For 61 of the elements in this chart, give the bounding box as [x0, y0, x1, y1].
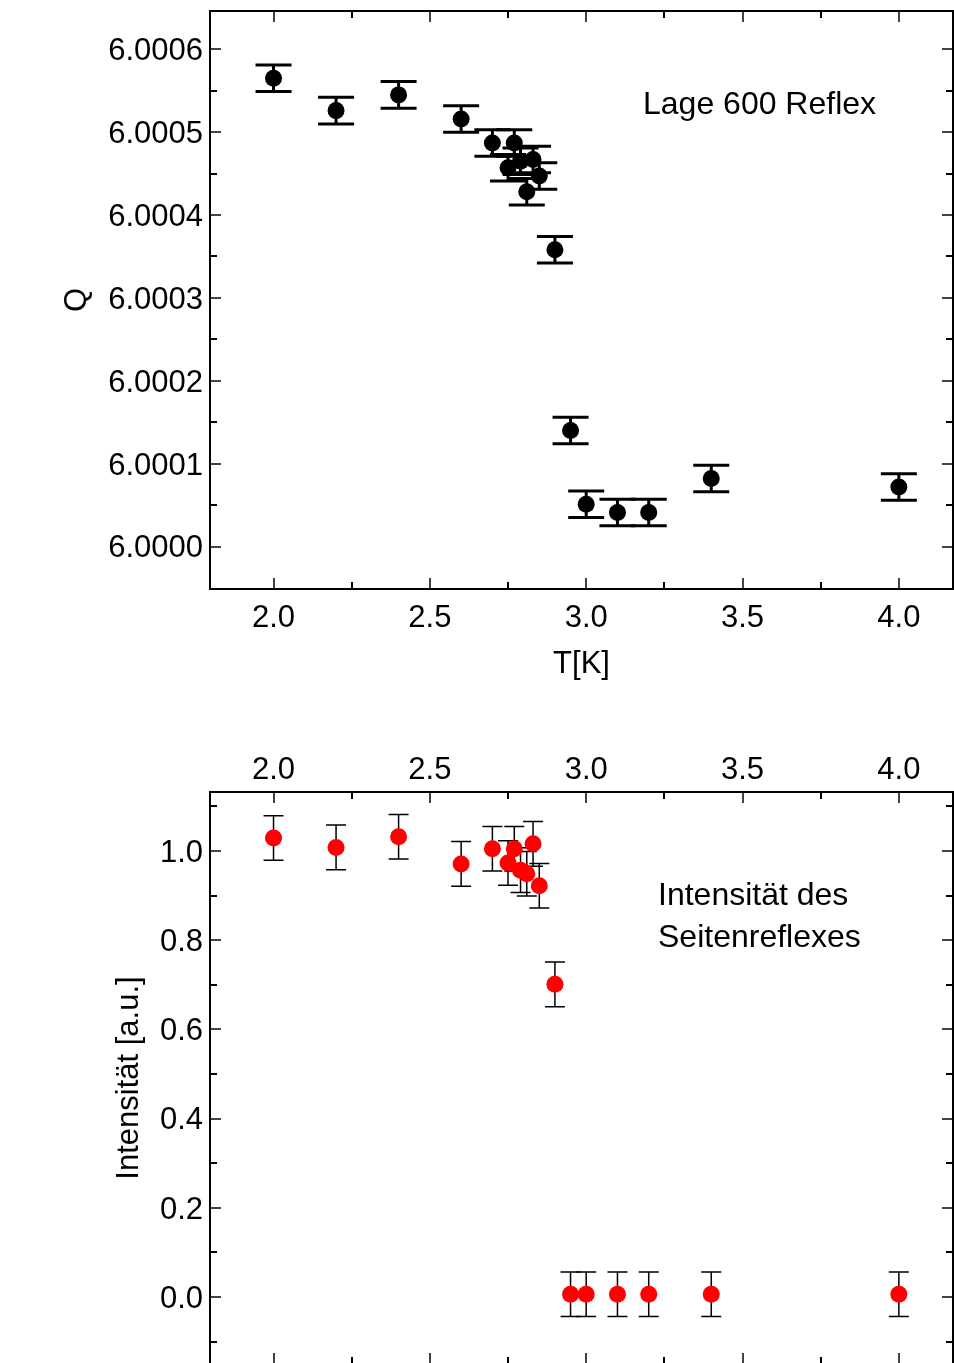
x-tick-label: 4.0 [877, 598, 921, 634]
x-axis-title: T[K] [553, 644, 610, 680]
y-tick-label: 6.0001 [108, 446, 204, 482]
y-tick-label: 0.4 [159, 1101, 204, 1137]
point [518, 865, 536, 883]
y-tick-label: 6.0005 [108, 115, 204, 151]
y-tick-label: 6.0002 [108, 363, 204, 399]
point [327, 838, 345, 856]
point [518, 183, 536, 201]
point [530, 167, 548, 185]
point [530, 877, 548, 895]
point [452, 110, 470, 128]
x-tick-label: 3.5 [720, 750, 765, 786]
y-axis-title: Q [58, 287, 94, 313]
point [608, 1285, 626, 1303]
point [483, 134, 501, 152]
point [524, 151, 542, 169]
point [390, 86, 408, 104]
point [499, 854, 517, 872]
annotation: Intensität des Seitenreflexes [658, 876, 861, 954]
point [608, 504, 626, 522]
point [577, 1285, 595, 1303]
x-tick-label: 3.0 [564, 598, 608, 634]
x-tick-label: 2.0 [251, 750, 296, 786]
y-tick-label: 6.0003 [108, 280, 204, 316]
x-tick-label: 4.0 [877, 750, 921, 786]
y-tick-label: 1.0 [159, 833, 204, 869]
annotation: Lage 600 Reflex [643, 85, 877, 121]
point [702, 470, 720, 488]
point [562, 1285, 580, 1303]
y-tick-label: 0.6 [159, 1012, 204, 1048]
point [524, 835, 542, 853]
point [640, 504, 658, 522]
y-tick-label: 0.8 [159, 923, 204, 959]
y-tick-label: 6.0006 [108, 32, 204, 68]
point [390, 828, 408, 846]
x-tick-label: 2.0 [251, 598, 296, 634]
point [483, 840, 501, 858]
point [546, 975, 564, 993]
y-axis-title: Intensität [a.u.] [110, 976, 146, 1180]
point [505, 134, 523, 152]
x-tick-label: 3.5 [720, 598, 765, 634]
point [327, 102, 345, 120]
point [577, 495, 595, 513]
point [265, 829, 283, 847]
y-tick-label: 0.2 [159, 1190, 204, 1226]
y-tick-label: 6.0004 [108, 197, 204, 233]
y-tick-label: 6.0000 [108, 529, 204, 565]
point [702, 1285, 720, 1303]
point [546, 241, 564, 259]
point [265, 69, 283, 87]
point [640, 1285, 658, 1303]
point [890, 1285, 908, 1303]
x-tick-label: 2.5 [408, 750, 452, 786]
x-tick-label: 2.5 [408, 598, 452, 634]
point [505, 840, 523, 858]
point [562, 422, 580, 440]
x-tick-label: 3.0 [564, 750, 608, 786]
point [452, 855, 470, 873]
y-tick-label: 0.0 [159, 1279, 204, 1315]
point [890, 478, 908, 496]
